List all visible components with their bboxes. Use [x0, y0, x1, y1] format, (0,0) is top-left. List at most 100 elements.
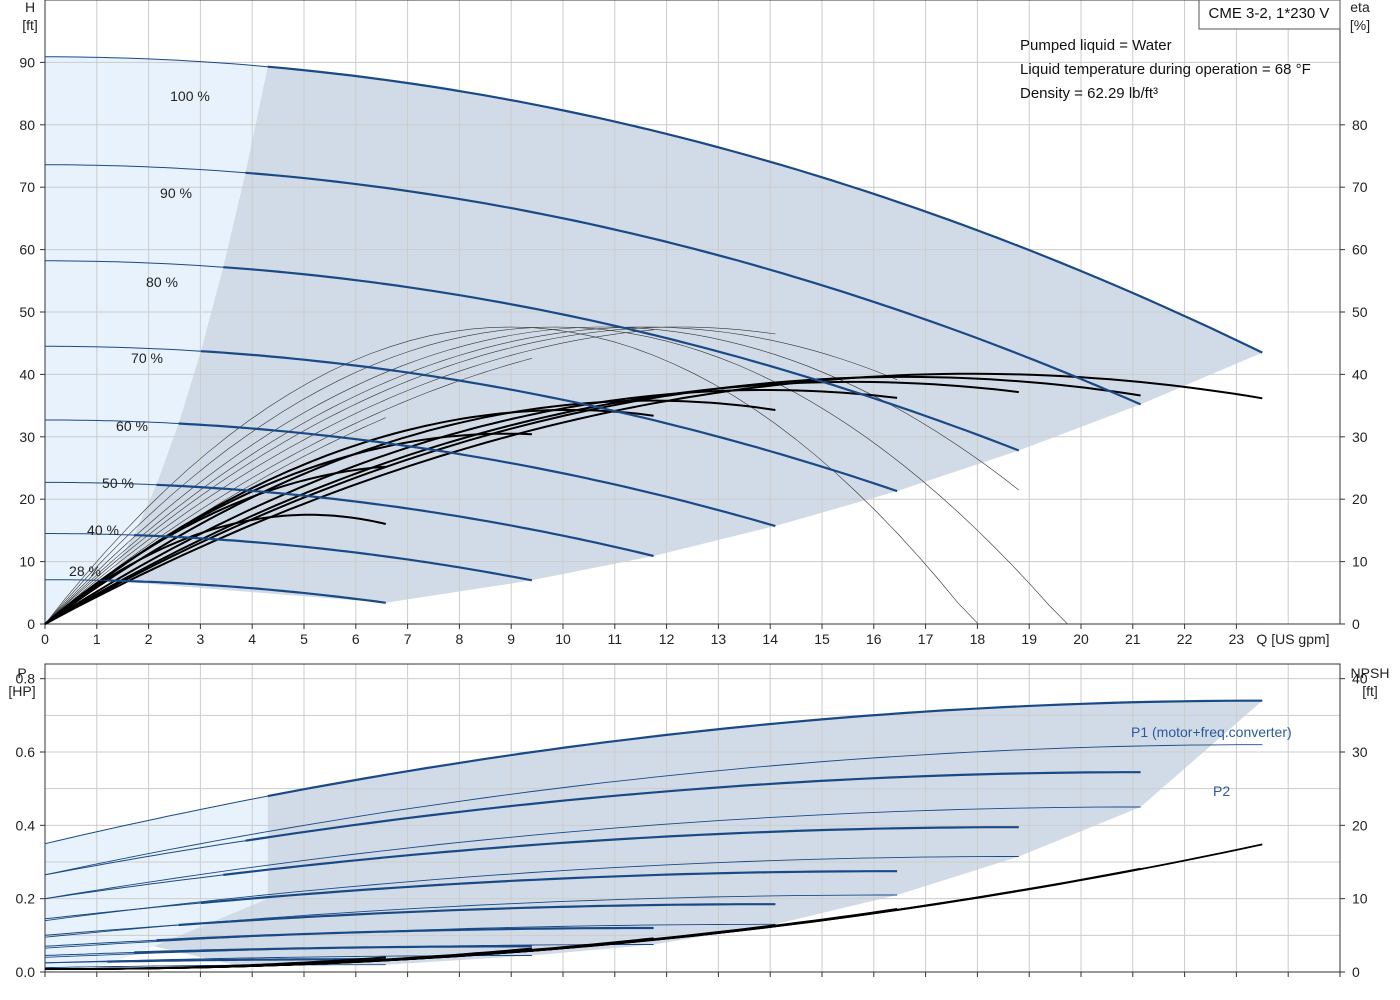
speed-label: 50 % — [102, 475, 134, 491]
top-operating-region — [45, 56, 1263, 625]
head-curve — [223, 266, 1020, 452]
y-left-tick-label: 60 — [19, 242, 35, 258]
head-curve — [178, 422, 776, 528]
speed-label: 100 % — [170, 88, 210, 104]
p-tick-label: 0.4 — [16, 817, 36, 833]
y-right-tick-label: 20 — [1352, 491, 1368, 507]
y-left-tick-label: 50 — [19, 304, 35, 320]
npsh-tick-label: 0 — [1352, 964, 1360, 980]
power-npsh-curves — [44, 699, 1263, 970]
x-tick-label: 14 — [762, 631, 778, 647]
p1-curve-thin — [44, 795, 268, 845]
p1-series-label: P1 (motor+freq.converter) — [1131, 724, 1292, 740]
head-curve-thin — [45, 260, 224, 268]
plot-frame-bottom — [44, 663, 1341, 973]
p1-curve-thin — [44, 924, 179, 936]
head-curve — [245, 171, 1142, 406]
note-liquid-temperature: Liquid temperature during operation = 68… — [1020, 61, 1311, 78]
y-left-tick-label: 10 — [19, 554, 35, 570]
x-tick-label: 20 — [1073, 631, 1089, 647]
y-right-tick-label: 80 — [1352, 117, 1368, 133]
x-tick-label: 17 — [918, 631, 934, 647]
y-left-tick-label: 40 — [19, 366, 35, 382]
efficiency-curve — [44, 465, 386, 625]
efficiency-curve — [44, 399, 776, 625]
p2-curve — [44, 856, 1019, 922]
system-curve — [44, 326, 1263, 625]
x-tick-label: 9 — [507, 631, 515, 647]
p1-curve-thin — [45, 961, 108, 964]
head-curve — [107, 579, 386, 604]
x-tick-label: 4 — [248, 631, 256, 647]
speed-label: 40 % — [87, 522, 119, 538]
x-tick-label: 15 — [814, 631, 830, 647]
y-left-label-top-1: H — [25, 0, 35, 15]
p2-curve — [44, 744, 1263, 876]
head-curve — [200, 350, 898, 493]
x-tick-label: 0 — [41, 631, 49, 647]
x-axis-label: Q [US gpm] — [1256, 631, 1329, 647]
npsh-curve — [45, 956, 386, 970]
x-tick-label: 7 — [404, 631, 412, 647]
head-curve — [134, 534, 533, 582]
x-tick-label: 11 — [608, 631, 623, 647]
head-curve-thin — [44, 164, 246, 174]
y-left-tick-label: 70 — [19, 179, 35, 195]
p1-curve-thin — [44, 939, 157, 947]
x-tick-label: 21 — [1125, 631, 1141, 647]
x-tick-label: 1 — [93, 631, 101, 647]
head-curve-thin — [45, 481, 157, 486]
npsh-tick-label: 10 — [1352, 891, 1368, 907]
p1-curve — [156, 926, 654, 942]
y-right-label-bottom-2: [ft] — [1362, 683, 1378, 699]
system-curve — [44, 326, 1019, 625]
model-label: CME 3-2, 1*230 V — [1209, 5, 1330, 22]
operating-region-top — [107, 66, 1263, 603]
system-curve — [44, 358, 532, 625]
model-box — [1198, 0, 1341, 30]
efficiency-curve — [44, 372, 1263, 625]
p1-curve-thin — [44, 840, 246, 876]
y-left-tick-label: 90 — [19, 54, 35, 70]
system-curve — [44, 329, 654, 625]
light-region-bottom — [45, 796, 268, 972]
p1-curve — [200, 870, 898, 905]
x-tick-label: 12 — [659, 631, 675, 647]
efficiency-curve — [44, 513, 387, 625]
y-right-label-bottom-1: NPSH — [1351, 665, 1390, 681]
head-curve — [156, 483, 654, 558]
x-tick-label: 8 — [456, 631, 464, 647]
head-curve-thin — [45, 56, 268, 68]
y-right-tick-label: 50 — [1352, 304, 1368, 320]
p-tick-label: 0.0 — [16, 964, 36, 980]
p1-curve-thin — [44, 902, 201, 920]
y-right-tick-label: 40 — [1352, 366, 1368, 382]
p-tick-label: 0.2 — [16, 891, 36, 907]
speed-label: 28 % — [69, 563, 101, 579]
head-curve-thin — [45, 419, 179, 424]
p2-curve — [44, 806, 1141, 900]
y-left-label-bottom-2: [HP] — [8, 683, 35, 699]
efficiency-curve — [44, 389, 898, 625]
speed-label: 60 % — [116, 418, 148, 434]
y-right-tick-label: 30 — [1352, 429, 1368, 445]
x-tick-label: 10 — [555, 631, 571, 647]
system-curve — [44, 326, 898, 625]
x-tick-label: 3 — [197, 631, 205, 647]
x-tick-label: 23 — [1229, 631, 1245, 647]
head-curve-thin — [45, 533, 135, 536]
p-tick-label: 0.6 — [16, 744, 36, 760]
y-right-tick-label: 70 — [1352, 179, 1368, 195]
p1-curve-thin — [44, 952, 135, 956]
y-right-label-top-1: eta — [1350, 0, 1370, 15]
p1-curve — [267, 699, 1263, 798]
p1-curve — [223, 826, 1019, 876]
system-curve — [44, 326, 1141, 625]
y-right-tick-label: 10 — [1352, 554, 1368, 570]
y-left-tick-label: 80 — [19, 117, 35, 133]
y-left-label-bottom-1: P — [17, 665, 26, 681]
p-tick-label: 0.8 — [16, 671, 36, 687]
p1-curve — [107, 958, 386, 963]
